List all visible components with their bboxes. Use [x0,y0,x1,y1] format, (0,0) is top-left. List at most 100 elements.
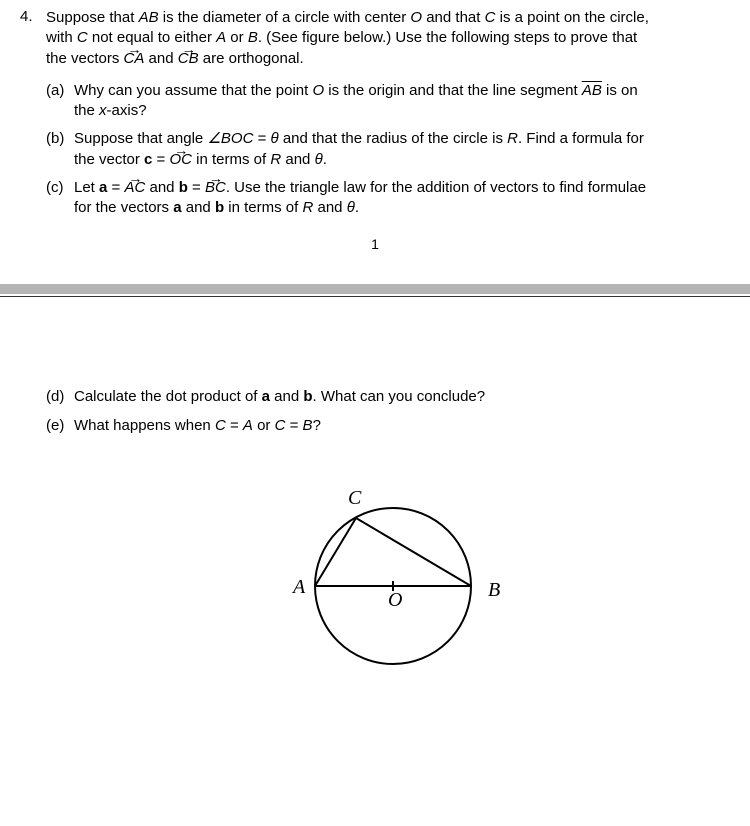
vector-CB: →CB [178,49,199,69]
text: What happens when [74,417,215,434]
part-body: Suppose that angle ∠BOC = θ and that the… [74,129,730,170]
vector-BC: →BC [205,178,226,198]
part-c: (c) Let a = →AC and b = →BC. Use the tri… [46,178,730,219]
text: and [313,199,346,216]
problem-statement: Suppose that AB is the diameter of a cir… [46,8,730,69]
part-label: (b) [46,129,74,170]
figure-svg: A B O C [248,466,528,676]
vector-b: b [215,199,224,216]
text: . Find a formula for [518,130,644,147]
text: is the diameter of a circle with center [159,9,411,26]
part-body: Calculate the dot product of a and b. Wh… [74,387,730,407]
text: for the vectors [74,199,173,216]
var-theta: θ [347,199,355,216]
text: -axis? [107,102,147,119]
page-number: 1 [20,236,730,252]
problem-number: 4. [20,8,46,69]
text: Why can you assume that the point [74,82,312,99]
var-AB: AB [139,9,159,26]
part-label: (e) [46,416,74,436]
text: or [253,417,275,434]
text: in terms of [192,151,270,168]
circle-figure: A B O C [46,466,730,676]
svg-text:B: B [488,579,500,601]
text: = [188,179,205,196]
vector-AC: →AC [124,178,145,198]
text: with [46,29,77,46]
text: the vectors [46,50,124,67]
text: . [323,151,327,168]
segment-AB: AB [582,82,602,99]
svg-text:C: C [348,487,362,509]
text: and that the radius of the circle is [279,130,507,147]
text: . [355,199,359,216]
text: . (See figure below.) Use the following … [258,29,637,46]
text: = [152,151,169,168]
parts-list: (a) Why can you assume that the point O … [46,81,730,219]
part-b: (b) Suppose that angle ∠BOC = θ and that… [46,129,730,170]
vector-OC: →OC [170,150,193,170]
text: and [145,179,178,196]
var-B: B [303,417,313,434]
var-O: O [312,82,324,99]
text: ? [313,417,321,434]
part-label: (d) [46,387,74,407]
text: = [226,417,243,434]
text: and [270,388,303,405]
problem-4: 4. Suppose that AB is the diameter of a … [20,8,730,69]
var-theta: θ [315,151,323,168]
vector-b: b [303,388,312,405]
var-theta: θ [271,130,279,147]
part-d: (d) Calculate the dot product of a and b… [46,387,730,407]
var-A: A [243,417,253,434]
page-top: 4. Suppose that AB is the diameter of a … [0,0,750,284]
part-body: Let a = →AC and b = →BC. Use the triangl… [74,178,730,219]
text: is a point on the circle, [495,9,648,26]
text: Suppose that [46,9,139,26]
text: and [182,199,215,216]
text: is the origin and that the line segment [324,82,582,99]
text: and [144,50,177,67]
text: = [253,130,270,147]
vector-a: a [173,199,181,216]
text: are orthogonal. [199,50,304,67]
text: or [226,29,248,46]
part-body: What happens when C = A or C = B? [74,416,730,436]
text: and that [422,9,485,26]
var-C: C [275,417,286,434]
text: = [107,179,124,196]
part-label: (c) [46,178,74,219]
var-B: B [248,29,258,46]
var-R: R [270,151,281,168]
part-body: Why can you assume that the point O is t… [74,81,730,122]
text: Let [74,179,99,196]
text: the vector [74,151,144,168]
text: the [74,102,99,119]
var-x: x [99,102,107,119]
page-divider-thick [0,284,750,294]
part-e: (e) What happens when C = A or C = B? [46,416,730,436]
var-R: R [302,199,313,216]
text: . What can you conclude? [313,388,486,405]
var-C: C [77,29,88,46]
text: Calculate the dot product of [74,388,262,405]
page-bottom: (d) Calculate the dot product of a and b… [0,297,750,696]
text: in terms of [224,199,302,216]
text: . Use the triangle law for the addition … [226,179,646,196]
svg-text:O: O [388,589,402,611]
var-A: A [216,29,226,46]
part-label: (a) [46,81,74,122]
text: = [285,417,302,434]
vector-a: a [262,388,270,405]
text: and [281,151,314,168]
var-O: O [410,9,422,26]
vector-b: b [179,179,188,196]
var-R: R [507,130,518,147]
angle-BOC: ∠BOC [207,130,253,147]
var-C: C [485,9,496,26]
vector-CA: →CA [124,49,145,69]
var-C: C [215,417,226,434]
part-a: (a) Why can you assume that the point O … [46,81,730,122]
text: is on [602,82,638,99]
svg-text:A: A [291,576,306,598]
